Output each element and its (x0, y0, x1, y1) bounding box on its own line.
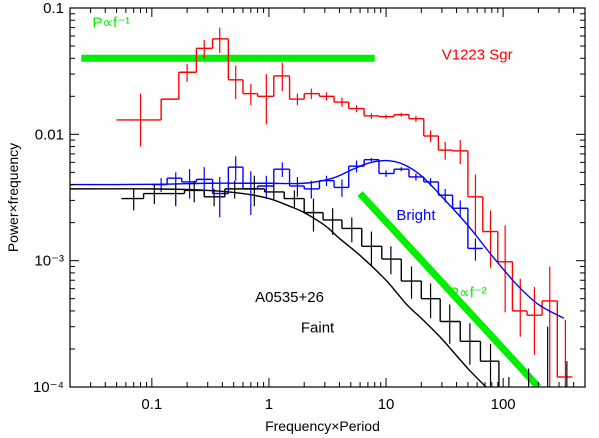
bright-model-curve (70, 159, 565, 319)
series-v1223-sgr (116, 27, 573, 387)
annotation-v1223-sgr: V1223 Sgr (442, 47, 513, 64)
axis-ticks (69, 7, 586, 388)
x-tick-label: 10 (378, 396, 395, 413)
y-tick-label: 10⁻³ (34, 253, 64, 270)
x-axis-label: Frequency×Period (265, 418, 380, 434)
x-tick-label: 0.1 (141, 396, 162, 413)
series-bright-model (70, 159, 565, 319)
annotation-a0535-26: A0535+26 (255, 289, 324, 306)
x-tick-label: 100 (491, 396, 516, 413)
faint-model-curve (70, 188, 487, 387)
series-a0535-26-faint (121, 175, 568, 387)
y-tick-label: 0.1 (43, 0, 64, 17)
y-axis-label: Power×frequency (5, 143, 21, 252)
series-faint-model (70, 188, 487, 387)
annotation-p-f: P∝f⁻² (449, 285, 487, 302)
annotation-bright: Bright (396, 207, 436, 224)
x-tick-label: 1 (265, 396, 273, 413)
reference-line-f-minus-2 (357, 191, 541, 387)
y-tick-label: 0.01 (35, 126, 64, 143)
annotation-p-f: P∝f⁻¹ (92, 15, 130, 32)
y-tick-label: 10⁻⁴ (33, 379, 64, 396)
plot-frame (69, 7, 586, 388)
plot-area (70, 27, 573, 387)
annotation-faint: Faint (301, 320, 335, 337)
